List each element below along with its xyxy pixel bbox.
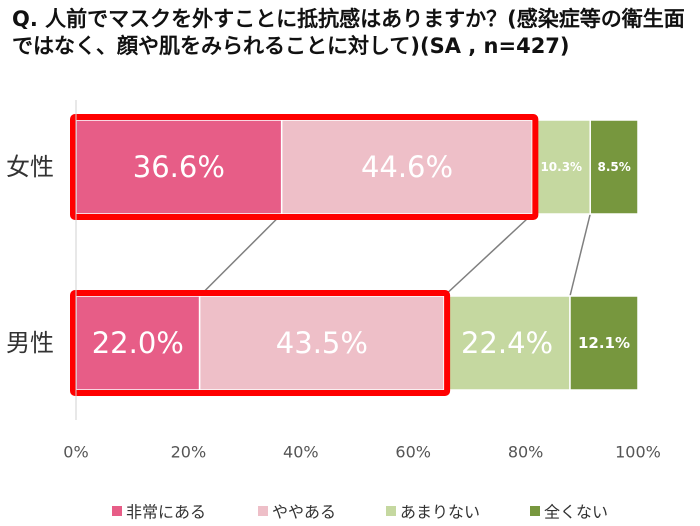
data-label-2-1: 22.0% bbox=[92, 326, 184, 360]
legend-label-4: 全くない bbox=[544, 503, 608, 522]
data-label-2-3: 22.4% bbox=[461, 326, 553, 360]
x-tick-label-5: 80% bbox=[508, 443, 544, 462]
legend-swatch-4 bbox=[530, 506, 540, 516]
connector-line-1 bbox=[199, 213, 283, 297]
bar-segment-1-4 bbox=[589, 119, 639, 215]
highlight-box-2 bbox=[70, 290, 451, 396]
highlight-box-1 bbox=[70, 114, 539, 220]
data-label-2-4: 12.1% bbox=[578, 334, 630, 352]
x-tick-label-2: 20% bbox=[171, 443, 207, 462]
connector-line-3 bbox=[569, 213, 591, 297]
category-label-2: 男性 bbox=[6, 329, 54, 357]
category-label-1: 女性 bbox=[6, 153, 54, 181]
x-tick-label-6: 100% bbox=[615, 443, 661, 462]
legend-swatch-3 bbox=[386, 506, 396, 516]
data-label-1-1: 36.6% bbox=[133, 150, 225, 184]
bar-segment-2-3 bbox=[443, 295, 571, 391]
bar-segment-2-4 bbox=[569, 295, 639, 391]
bar-segment-2-1 bbox=[75, 295, 201, 391]
x-tick-label-1: 0% bbox=[63, 443, 88, 462]
data-label-2-2: 43.5% bbox=[276, 326, 368, 360]
legend-label-2: ややある bbox=[272, 503, 336, 522]
x-tick-label-3: 40% bbox=[283, 443, 319, 462]
bar-segment-2-2 bbox=[198, 295, 445, 391]
legend-swatch-2 bbox=[258, 506, 268, 516]
x-tick-label-4: 60% bbox=[395, 443, 431, 462]
data-label-1-3: 10.3% bbox=[540, 160, 582, 174]
chart-title: Q. 人前でマスクを外すことに抵抗感はありますか？(感染症等の衛生面ではなく、顔… bbox=[12, 7, 685, 58]
legend-label-3: あまりない bbox=[400, 503, 480, 522]
data-label-1-2: 44.6% bbox=[361, 150, 453, 184]
legend-label-1: 非常にある bbox=[126, 503, 206, 522]
legend-swatch-1 bbox=[112, 506, 122, 516]
connector-line-2 bbox=[443, 213, 533, 297]
data-label-1-4: 8.5% bbox=[597, 160, 630, 174]
